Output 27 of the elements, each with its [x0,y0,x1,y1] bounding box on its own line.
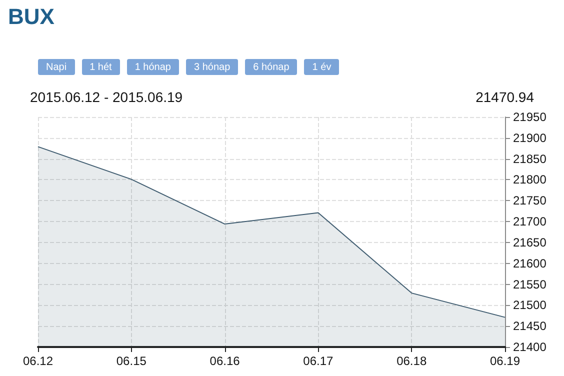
x-tick-label: 06.17 [303,354,334,368]
chart-title: BUX [8,4,54,30]
y-tick-label: 21600 [513,256,547,270]
y-tick-label: 21750 [513,194,547,208]
text: 21470.94 [476,89,534,105]
chart-subtitle: 2015.06.12 - 2015.06.19 [30,89,183,105]
y-tick-label: 21900 [513,130,547,145]
y-tick-label: 21650 [513,235,547,250]
x-tick-label: 06.12 [22,354,54,368]
y-tick-label: 21700 [513,214,547,229]
x-tick-label: 06.19 [490,354,520,368]
y-tick-label: 21850 [513,152,547,166]
x-tick-label: 06.15 [116,354,147,368]
text: 3 hónap [186,59,238,75]
text: Napi [38,59,75,75]
y-tick-label: 21400 [513,340,547,354]
y-tick-label: 21450 [513,319,547,334]
text: 1 hét [82,59,120,75]
y-tick-label: 21500 [513,298,547,312]
x-tick-label: 06.16 [210,354,240,368]
text: 6 hónap [245,59,298,75]
y-tick-label: 21550 [513,277,547,292]
text: 1 év [304,59,340,75]
y-tick-label: 21800 [513,172,547,187]
x-tick-label: 06.18 [396,354,427,368]
y-tick-label: 21950 [513,110,547,124]
text: 1 hónap [126,59,179,75]
